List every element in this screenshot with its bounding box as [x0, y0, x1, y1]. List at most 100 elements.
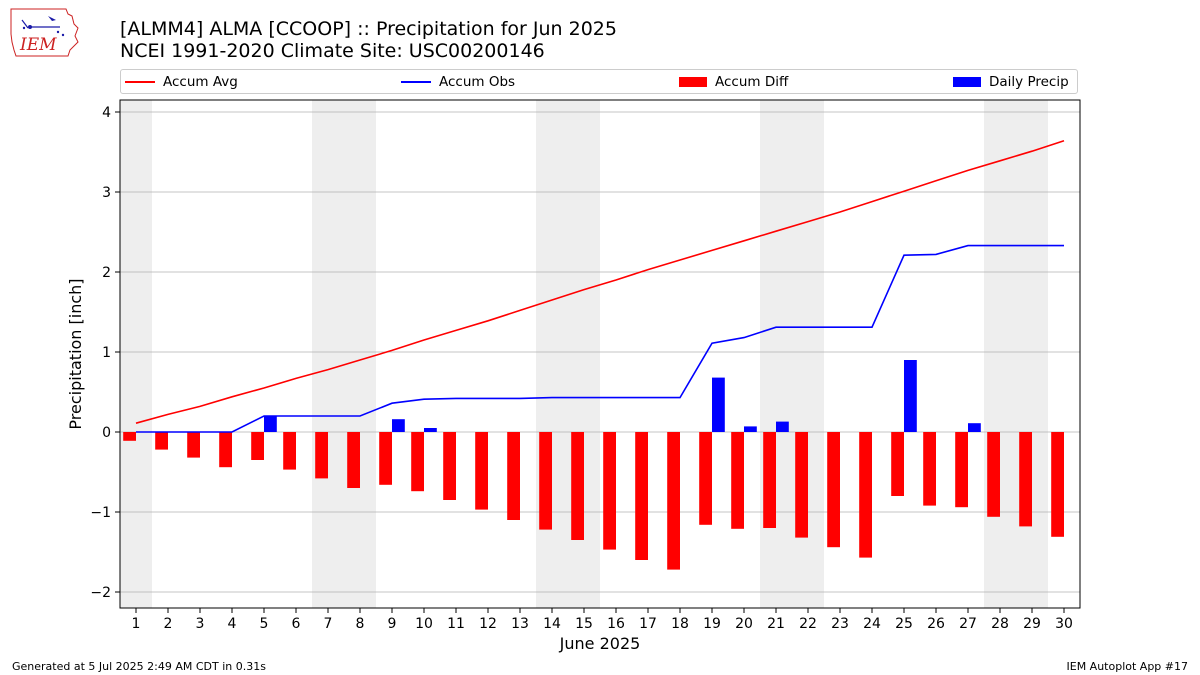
x-tick-label: 24 [863, 616, 881, 632]
x-tick-label: 12 [479, 616, 497, 632]
x-tick-label: 21 [767, 616, 785, 632]
daily-bar-day-10 [424, 428, 437, 432]
diff-bar-day-18 [667, 432, 680, 570]
x-tick-label: 6 [292, 616, 301, 632]
legend-swatch-daily-precip [953, 77, 981, 87]
diff-bar-day-4 [219, 432, 232, 468]
daily-bar-day-5 [264, 416, 277, 432]
x-tick-label: 16 [607, 616, 625, 632]
legend-item-daily-precip: Daily Precip [953, 73, 1069, 91]
legend-swatch-accum-diff [679, 77, 707, 87]
accum-obs-line [136, 244, 1064, 433]
diff-bar-day-8 [347, 432, 360, 488]
x-tick-label: 18 [671, 616, 689, 632]
x-tick-label: 2 [164, 616, 173, 632]
diff-bar-day-12 [475, 432, 488, 510]
x-tick-label: 15 [575, 616, 593, 632]
x-tick-label: 11 [447, 616, 465, 632]
x-tick-label: 27 [959, 616, 977, 632]
y-tick-label: 0 [102, 425, 111, 441]
daily-bar-day-27 [968, 423, 981, 432]
diff-bar-day-3 [187, 432, 200, 458]
x-tick-label: 29 [1023, 616, 1041, 632]
legend-label-accum-diff: Accum Diff [715, 74, 789, 90]
x-tick-label: 25 [895, 616, 913, 632]
daily-bar-day-19 [712, 377, 725, 432]
diff-bar-day-9 [379, 432, 392, 485]
chart-title: [ALMM4] ALMA [CCOOP] :: Precipitation fo… [120, 18, 617, 40]
daily-bar-day-20 [744, 426, 757, 432]
diff-bar-day-11 [443, 432, 456, 500]
x-tick-label: 1 [132, 616, 141, 632]
weekend-shade-29 [1016, 100, 1048, 608]
y-tick-label: −1 [90, 505, 111, 521]
diff-bar-day-14 [539, 432, 552, 530]
accum-avg-line [135, 140, 1065, 424]
diff-bar-day-2 [155, 432, 168, 450]
diff-bar-day-10 [411, 432, 424, 492]
plot-frame [119, 99, 1081, 609]
legend-label-accum-obs: Accum Obs [439, 74, 516, 90]
diff-bar-day-25 [891, 432, 904, 496]
diff-bar-day-26 [923, 432, 936, 506]
x-tick-label: 9 [388, 616, 397, 632]
diff-bar-day-5 [251, 432, 264, 460]
diff-bar-day-17 [635, 432, 648, 560]
iowa-map-logo-icon: IEM [10, 8, 79, 57]
logo-text: IEM [19, 35, 57, 55]
diff-bar-day-16 [603, 432, 616, 550]
legend-label-accum-avg: Accum Avg [163, 74, 238, 90]
x-tick-label: 20 [735, 616, 753, 632]
x-tick-label: 8 [356, 616, 365, 632]
diff-bar-day-1 [123, 432, 136, 441]
weekend-shade-1 [120, 100, 152, 608]
chart-subtitle: NCEI 1991-2020 Climate Site: USC00200146 [120, 40, 545, 62]
x-axis-label: June 2025 [559, 634, 641, 653]
diff-bar-day-21 [763, 432, 776, 528]
diff-bar-day-27 [955, 432, 968, 508]
weekend-shade-21 [760, 100, 792, 608]
x-tick-label: 7 [324, 616, 333, 632]
y-tick-label: 4 [102, 105, 111, 121]
weekend-shade-8 [344, 100, 376, 608]
footer-generated: Generated at 5 Jul 2025 2:49 AM CDT in 0… [12, 660, 266, 673]
iem-logo: IEM [8, 6, 82, 60]
x-tick-label: 5 [260, 616, 269, 632]
y-axis-label: Precipitation [inch] [66, 278, 85, 429]
diff-bar-day-24 [859, 432, 872, 558]
legend: Accum Avg Accum Obs Accum Diff Daily Pre… [120, 69, 1078, 94]
diff-bar-day-30 [1051, 432, 1064, 537]
diff-bar-day-23 [827, 432, 840, 548]
x-tick-label: 26 [927, 616, 945, 632]
y-tick-label: 3 [102, 185, 111, 201]
diff-bar-day-22 [795, 432, 808, 538]
x-tick-label: 22 [799, 616, 817, 632]
legend-swatch-accum-obs [401, 81, 431, 83]
diff-bar-day-15 [571, 432, 584, 540]
x-tick-label: 4 [228, 616, 237, 632]
diff-bar-day-29 [1019, 432, 1032, 527]
y-tick-label: 2 [102, 265, 111, 281]
y-tick-label: 1 [102, 345, 111, 361]
x-tick-label: 13 [511, 616, 529, 632]
x-tick-label: 28 [991, 616, 1009, 632]
weekend-shade-7 [312, 100, 344, 608]
x-tick-label: 23 [831, 616, 849, 632]
footer-app: IEM Autoplot App #17 [1066, 660, 1189, 673]
diff-bar-day-19 [699, 432, 712, 525]
diff-bar-day-28 [987, 432, 1000, 517]
diff-bar-day-20 [731, 432, 744, 529]
legend-item-accum-obs: Accum Obs [401, 73, 515, 91]
legend-item-accum-diff: Accum Diff [679, 73, 788, 91]
diff-bar-day-13 [507, 432, 520, 520]
x-tick-label: 10 [415, 616, 433, 632]
x-tick-label: 19 [703, 616, 721, 632]
diff-bar-day-6 [283, 432, 296, 470]
daily-bar-day-9 [392, 419, 405, 432]
x-tick-label: 17 [639, 616, 657, 632]
weekend-shade-28 [984, 100, 1016, 608]
diff-bar-day-7 [315, 432, 328, 479]
x-tick-label: 3 [196, 616, 205, 632]
x-tick-label: 14 [543, 616, 561, 632]
